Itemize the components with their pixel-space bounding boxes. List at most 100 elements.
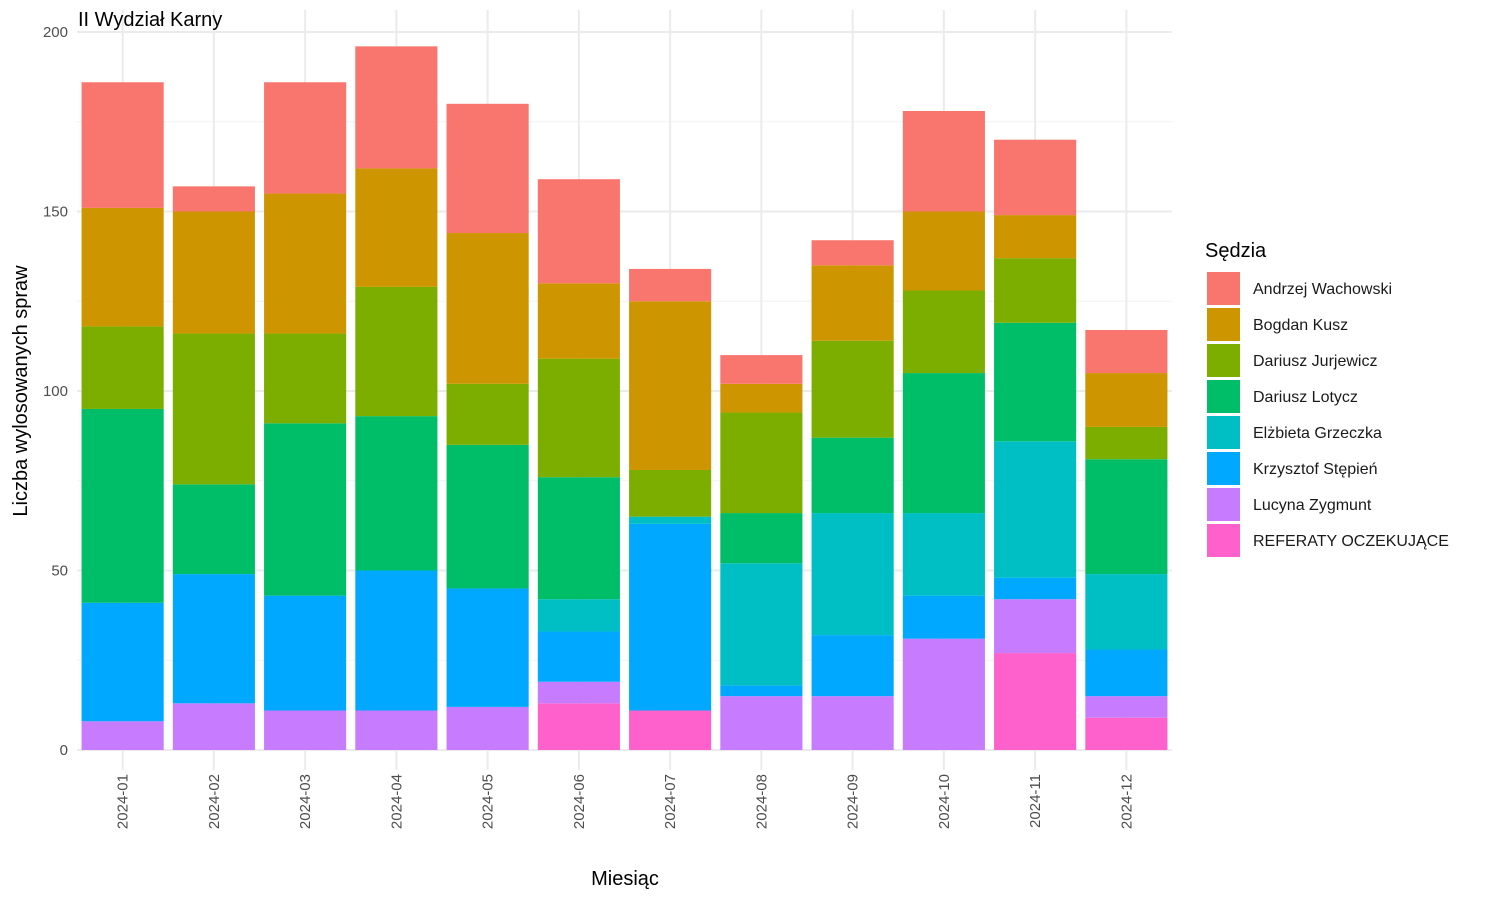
bar-segment bbox=[811, 265, 894, 341]
x-tick-label: 2024-02 bbox=[206, 774, 223, 829]
legend-label: Elżbieta Grzeczka bbox=[1253, 425, 1382, 442]
bar-segment bbox=[1085, 649, 1168, 697]
bar-segment bbox=[994, 322, 1077, 442]
bar-segment bbox=[994, 139, 1077, 216]
bar-segment bbox=[994, 441, 1077, 578]
bar-segment bbox=[537, 703, 620, 750]
bar-segment bbox=[811, 696, 894, 750]
bar-segment bbox=[720, 563, 803, 686]
legend-key bbox=[1207, 524, 1240, 557]
bar-segment bbox=[720, 696, 803, 750]
legend-key bbox=[1207, 272, 1240, 305]
bar-segment bbox=[902, 513, 985, 596]
bar-segment bbox=[537, 599, 620, 632]
bar-segment bbox=[446, 706, 529, 750]
bar-segment bbox=[81, 408, 164, 603]
legend: Sędzia Andrzej Wachowski Bogdan Kusz Dariu… bbox=[1205, 240, 1449, 557]
bar-segment bbox=[81, 721, 164, 750]
legend-key bbox=[1207, 308, 1240, 341]
bar-segment bbox=[81, 82, 164, 208]
bars bbox=[81, 46, 1168, 750]
bar-segment bbox=[811, 635, 894, 697]
bar-segment bbox=[355, 710, 438, 750]
bar-segment bbox=[994, 258, 1077, 323]
bar-segment bbox=[902, 211, 985, 291]
bar-segment bbox=[1085, 373, 1168, 427]
bar-segment bbox=[902, 110, 985, 212]
bar-segment bbox=[537, 681, 620, 704]
bar-segment bbox=[811, 240, 894, 266]
x-tick-label: 2024-08 bbox=[753, 774, 770, 829]
bar-segment bbox=[264, 333, 347, 424]
bar-segment bbox=[446, 233, 529, 384]
bar-segment bbox=[264, 82, 347, 194]
bar-segment bbox=[629, 523, 712, 711]
bar-segment bbox=[629, 469, 712, 517]
legend-key bbox=[1207, 344, 1240, 377]
bar-segment bbox=[81, 326, 164, 409]
bar-segment bbox=[446, 588, 529, 707]
bar-segment bbox=[902, 373, 985, 514]
x-tick-labels: 2024-01 2024-02 2024-03 2024-04 2024-05 2024-… bbox=[115, 774, 1136, 829]
x-tick-label: 2024-05 bbox=[480, 774, 497, 829]
legend-title: Sędzia bbox=[1205, 240, 1267, 262]
bar-segment bbox=[355, 286, 438, 417]
bar-segment bbox=[172, 333, 255, 485]
bar-segment bbox=[81, 207, 164, 327]
x-tick-label: 2024-10 bbox=[936, 774, 953, 829]
bar-segment bbox=[537, 477, 620, 600]
x-tick-label: 2024-01 bbox=[115, 774, 132, 829]
bar-segment bbox=[629, 301, 712, 470]
bar-segment bbox=[355, 416, 438, 571]
bar-segment bbox=[1085, 574, 1168, 650]
legend-key bbox=[1207, 488, 1240, 521]
bar-segment bbox=[446, 103, 529, 234]
legend-label: Andrzej Wachowski bbox=[1253, 281, 1392, 298]
legend-key bbox=[1207, 452, 1240, 485]
bar-segment bbox=[902, 290, 985, 374]
bar-segment bbox=[172, 484, 255, 575]
bar-segment bbox=[1085, 717, 1168, 750]
legend-label: Krzysztof Stępień bbox=[1253, 461, 1378, 478]
bar-segment bbox=[1085, 459, 1168, 575]
legend-label: Bogdan Kusz bbox=[1253, 317, 1348, 334]
legend-label: Dariusz Lotycz bbox=[1253, 389, 1358, 406]
y-tick-label: 200 bbox=[43, 24, 68, 41]
bar-segment bbox=[994, 215, 1077, 259]
bar-segment bbox=[811, 437, 894, 514]
bar-segment bbox=[172, 574, 255, 704]
legend-key bbox=[1207, 380, 1240, 413]
bar-segment bbox=[902, 638, 985, 750]
bar-segment bbox=[902, 595, 985, 639]
x-tick-label: 2024-12 bbox=[1118, 774, 1135, 829]
grid-minor-lines bbox=[77, 121, 1172, 661]
bar-segment bbox=[994, 599, 1077, 654]
bar-segment bbox=[264, 423, 347, 596]
bar-segment bbox=[811, 513, 894, 636]
y-tick-label: 150 bbox=[43, 204, 68, 221]
bar-segment bbox=[81, 602, 164, 722]
y-tick-label: 50 bbox=[51, 563, 68, 580]
bar-segment bbox=[720, 513, 803, 564]
bar-segment bbox=[629, 268, 712, 302]
bar-segment bbox=[537, 358, 620, 478]
bar-segment bbox=[1085, 426, 1168, 460]
bar-segment bbox=[264, 710, 347, 750]
bar-segment bbox=[537, 179, 620, 284]
bar-segment bbox=[446, 383, 529, 445]
x-tick-label: 2024-04 bbox=[388, 774, 405, 829]
x-axis-title: Miesiąc bbox=[591, 868, 659, 890]
y-tick-label: 0 bbox=[60, 742, 68, 759]
bar-segment bbox=[264, 595, 347, 711]
legend-label: Dariusz Jurjewicz bbox=[1253, 353, 1377, 370]
legend-key bbox=[1207, 416, 1240, 449]
bar-segment bbox=[1085, 329, 1168, 374]
legend-label: Lucyna Zygmunt bbox=[1253, 497, 1372, 514]
legend-label: REFERATY OCZEKUJĄCE bbox=[1253, 533, 1449, 550]
bar-segment bbox=[355, 168, 438, 287]
x-tick-label: 2024-06 bbox=[571, 774, 588, 829]
bar-segment bbox=[720, 355, 803, 384]
y-tick-label: 100 bbox=[43, 383, 68, 400]
bar-segment bbox=[446, 444, 529, 589]
